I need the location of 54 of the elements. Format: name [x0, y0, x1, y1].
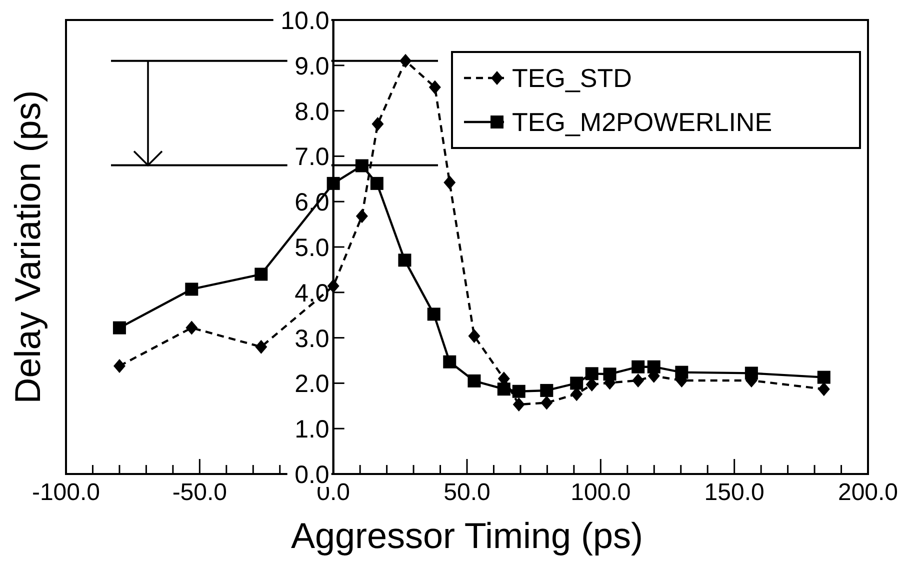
legend-label: TEG_M2POWERLINE: [512, 107, 772, 137]
point: [632, 360, 645, 374]
point: [647, 360, 660, 374]
point: [186, 320, 198, 335]
y-tick-label: 1.0: [294, 416, 330, 444]
point: [585, 367, 598, 380]
x-tick-label: -50.0: [172, 479, 228, 506]
point: [632, 373, 644, 388]
point: [428, 80, 441, 94]
y-tick-label: 8.0: [294, 98, 330, 126]
x-tick-label: 150.0: [704, 479, 764, 506]
y-tick-label: 4.0: [294, 279, 330, 308]
point: [443, 355, 456, 368]
y-tick-label: 3.0: [294, 324, 330, 353]
y-tick-label: 10.0: [280, 7, 330, 35]
point: [818, 382, 830, 396]
y-tick-label: 7.0: [294, 143, 330, 172]
point: [512, 384, 526, 398]
point: [744, 366, 758, 380]
point: [468, 374, 481, 388]
y-tick-label: 5.0: [294, 234, 330, 262]
point: [113, 358, 126, 373]
point: [540, 396, 553, 410]
point: [112, 321, 126, 334]
point: [570, 376, 584, 390]
point: [400, 54, 412, 68]
point: [497, 382, 510, 396]
point: [398, 254, 412, 267]
point: [185, 282, 198, 296]
point: [255, 340, 268, 354]
point: [540, 384, 554, 397]
point: [254, 268, 268, 281]
legend-label: TEG_STD: [512, 63, 632, 93]
point: [468, 328, 480, 343]
point: [427, 308, 440, 321]
x-axis-title: Aggressor Timing (ps): [290, 515, 644, 556]
point: [817, 370, 830, 384]
point: [355, 159, 368, 172]
point: [512, 398, 525, 412]
point: [356, 209, 368, 224]
point: [444, 176, 456, 190]
y-tick-label: 2.0: [294, 370, 330, 398]
point: [675, 366, 688, 379]
x-tick-label: -100.0: [32, 479, 100, 506]
point: [327, 279, 340, 294]
point: [326, 176, 340, 190]
y-tick-label: 9.0: [294, 52, 330, 80]
point: [370, 176, 384, 190]
x-tick-label: 100.0: [570, 479, 631, 506]
y-axis-title: Delay Variation (ps): [7, 90, 48, 404]
x-tick-label: 200.0: [838, 479, 898, 506]
point: [603, 368, 616, 381]
point: [372, 116, 384, 131]
x-tick-label: 50.0: [444, 479, 490, 506]
